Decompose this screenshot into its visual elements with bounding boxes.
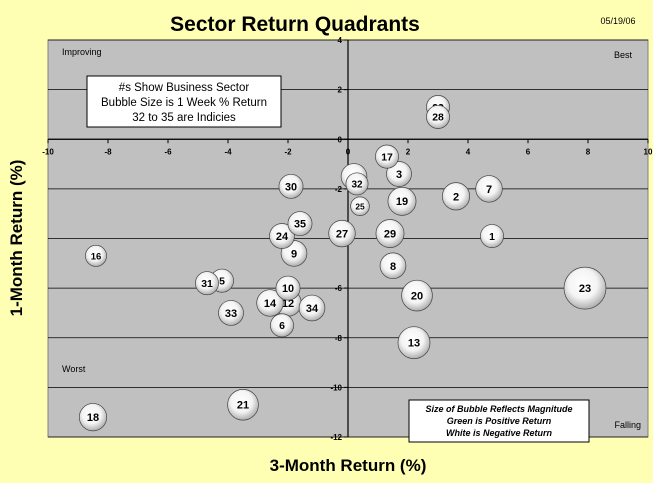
x-tick-label: 4 bbox=[466, 147, 471, 156]
bubble bbox=[269, 223, 295, 249]
bubble bbox=[441, 182, 471, 211]
bubble-label: 27 bbox=[336, 228, 348, 240]
bubble bbox=[401, 279, 433, 312]
bubble bbox=[397, 326, 431, 360]
bubble-label: 2 bbox=[453, 191, 459, 203]
legend-line-1: Size of Bubble Reflects Magnitude bbox=[425, 404, 572, 414]
bubble bbox=[475, 175, 503, 203]
x-tick-label: 6 bbox=[526, 147, 531, 156]
bubble-label: 24 bbox=[276, 231, 289, 243]
bubble-label: 20 bbox=[411, 291, 423, 303]
quadrant-label-best: Best bbox=[614, 50, 633, 60]
bubble bbox=[426, 104, 450, 129]
bubble-label: 10 bbox=[282, 283, 294, 295]
bubble bbox=[85, 244, 107, 267]
bubble bbox=[387, 186, 417, 216]
legend-box: Size of Bubble Reflects Magnitude Green … bbox=[408, 399, 590, 443]
note-box: #s Show Business Sector Bubble Size is 1… bbox=[86, 75, 282, 128]
bubble bbox=[218, 300, 244, 326]
bubble-label: 17 bbox=[381, 152, 393, 163]
bubble-label: 31 bbox=[201, 279, 213, 290]
y-tick-label: -6 bbox=[335, 284, 343, 293]
bubble bbox=[287, 211, 313, 237]
bubble-label: 7 bbox=[486, 184, 492, 196]
y-tick-label: 0 bbox=[338, 135, 343, 144]
bubble-label: 13 bbox=[408, 338, 420, 350]
bubble bbox=[78, 403, 108, 432]
bubble-label: 32 bbox=[351, 180, 363, 191]
x-tick-label: -4 bbox=[224, 147, 232, 156]
bubble bbox=[345, 172, 369, 196]
x-tick-label: 8 bbox=[586, 147, 591, 156]
quadrant-label-improving: Improving bbox=[62, 47, 102, 57]
bubble-label: 23 bbox=[579, 283, 591, 295]
bubble-label: 34 bbox=[306, 303, 319, 315]
y-tick-label: -12 bbox=[330, 433, 342, 442]
bubble bbox=[375, 219, 405, 248]
x-tick-label: -10 bbox=[42, 147, 54, 156]
bubble-label: 12 bbox=[282, 298, 294, 310]
bubble bbox=[275, 275, 301, 301]
x-tick-label: -8 bbox=[104, 147, 112, 156]
y-tick-label: 2 bbox=[338, 86, 343, 95]
legend-line-2: Green is Positive Return bbox=[447, 416, 552, 426]
bubble-label: 1 bbox=[489, 232, 495, 243]
y-tick-label: -8 bbox=[335, 334, 343, 343]
bubble bbox=[379, 252, 407, 280]
x-tick-label: 10 bbox=[644, 147, 653, 156]
bubble-label: 33 bbox=[225, 308, 237, 320]
bubble-label: 21 bbox=[237, 400, 249, 412]
bubble-label: 35 bbox=[294, 219, 306, 231]
bubble bbox=[328, 219, 356, 248]
bubble-label: 8 bbox=[390, 261, 396, 273]
x-tick-label: -2 bbox=[284, 147, 292, 156]
bubble bbox=[298, 294, 326, 322]
bubble bbox=[480, 224, 504, 248]
note-line-2: Bubble Size is 1 Week % Return bbox=[101, 97, 267, 109]
bubble bbox=[227, 388, 259, 421]
chart-date: 05/19/06 bbox=[600, 16, 635, 26]
note-line-1: #s Show Business Sector bbox=[119, 82, 250, 94]
y-tick-label: 4 bbox=[338, 36, 343, 45]
x-tick-label: 0 bbox=[346, 147, 351, 156]
bubbles: 2313202119292187121427489343243310303515… bbox=[78, 95, 607, 432]
bubble bbox=[270, 313, 294, 338]
bubble bbox=[195, 271, 219, 296]
bubble-label: 14 bbox=[264, 298, 277, 310]
bubble-label: 29 bbox=[384, 228, 396, 240]
bubble bbox=[386, 161, 412, 187]
x-tick-label: 2 bbox=[406, 147, 411, 156]
bubble-label: 19 bbox=[396, 196, 408, 208]
bubble bbox=[278, 173, 304, 199]
bubble-label: 6 bbox=[279, 321, 285, 332]
bubble bbox=[375, 144, 399, 169]
y-tick-label: -10 bbox=[330, 383, 342, 392]
bubble bbox=[563, 266, 607, 310]
bubble-label: 30 bbox=[285, 181, 297, 193]
note-line-3: 32 to 35 are Indicies bbox=[132, 112, 236, 124]
y-tick-label: -2 bbox=[335, 185, 343, 194]
bubble-label: 5 bbox=[219, 276, 225, 287]
legend-line-3: White is Negative Return bbox=[446, 428, 553, 438]
bubble-label: 9 bbox=[291, 248, 297, 260]
bubble bbox=[350, 196, 370, 216]
y-axis-title: 1-Month Return (%) bbox=[7, 160, 26, 317]
bubble-label: 18 bbox=[87, 412, 99, 424]
quadrant-label-falling: Falling bbox=[614, 420, 641, 430]
bubble-label: 25 bbox=[355, 201, 365, 211]
bubble-label: 28 bbox=[432, 113, 444, 124]
x-tick-label: -6 bbox=[164, 147, 172, 156]
bubble-label: 16 bbox=[91, 251, 102, 262]
chart-title: Sector Return Quadrants bbox=[170, 13, 420, 36]
bubble-label: 3 bbox=[396, 169, 402, 181]
bubble bbox=[256, 289, 284, 317]
quadrant-label-worst: Worst bbox=[62, 364, 86, 374]
x-axis-title: 3-Month Return (%) bbox=[270, 456, 427, 475]
